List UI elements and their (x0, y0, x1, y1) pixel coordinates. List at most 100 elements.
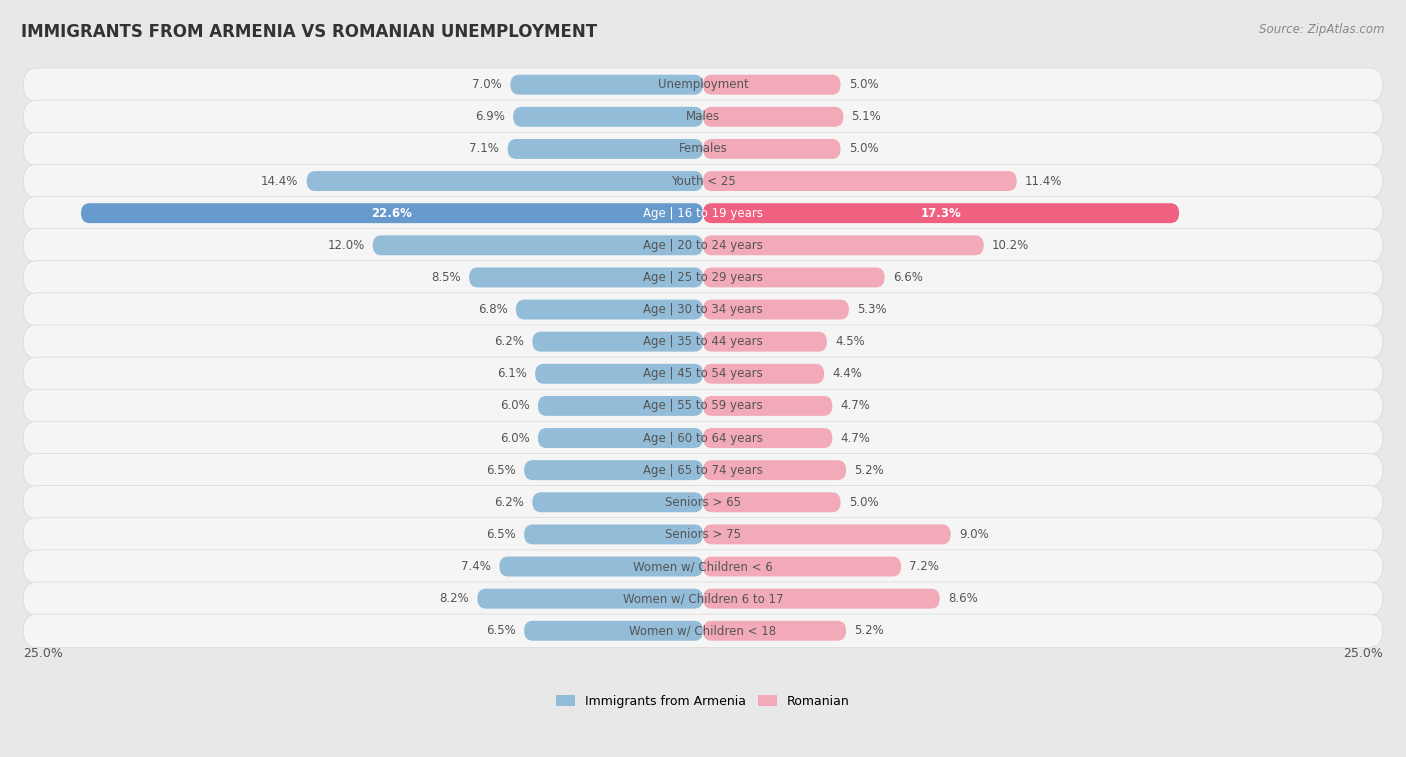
Text: Age | 16 to 19 years: Age | 16 to 19 years (643, 207, 763, 220)
FancyBboxPatch shape (703, 300, 849, 319)
Text: Seniors > 65: Seniors > 65 (665, 496, 741, 509)
FancyBboxPatch shape (24, 550, 1382, 583)
Text: Women w/ Children < 6: Women w/ Children < 6 (633, 560, 773, 573)
Text: 5.0%: 5.0% (849, 78, 879, 91)
FancyBboxPatch shape (24, 132, 1382, 166)
Text: 5.3%: 5.3% (858, 303, 887, 316)
FancyBboxPatch shape (524, 621, 703, 640)
Text: 5.2%: 5.2% (855, 463, 884, 477)
Text: 7.0%: 7.0% (472, 78, 502, 91)
FancyBboxPatch shape (703, 203, 1180, 223)
Text: 6.5%: 6.5% (486, 463, 516, 477)
FancyBboxPatch shape (24, 582, 1382, 615)
Text: 6.6%: 6.6% (893, 271, 922, 284)
Text: 14.4%: 14.4% (262, 175, 298, 188)
FancyBboxPatch shape (533, 492, 703, 512)
Text: 8.5%: 8.5% (432, 271, 461, 284)
FancyBboxPatch shape (703, 75, 841, 95)
FancyBboxPatch shape (703, 460, 846, 480)
Text: 5.2%: 5.2% (855, 625, 884, 637)
FancyBboxPatch shape (24, 518, 1382, 551)
Text: 25.0%: 25.0% (24, 647, 63, 660)
Text: 6.0%: 6.0% (501, 400, 530, 413)
Text: 7.1%: 7.1% (470, 142, 499, 155)
FancyBboxPatch shape (24, 453, 1382, 487)
Legend: Immigrants from Armenia, Romanian: Immigrants from Armenia, Romanian (551, 690, 855, 712)
FancyBboxPatch shape (703, 139, 841, 159)
Text: 7.2%: 7.2% (910, 560, 939, 573)
FancyBboxPatch shape (477, 589, 703, 609)
Text: 8.2%: 8.2% (439, 592, 470, 605)
Text: 4.5%: 4.5% (835, 335, 865, 348)
FancyBboxPatch shape (538, 428, 703, 448)
FancyBboxPatch shape (703, 589, 939, 609)
FancyBboxPatch shape (510, 75, 703, 95)
FancyBboxPatch shape (24, 389, 1382, 422)
FancyBboxPatch shape (703, 621, 846, 640)
FancyBboxPatch shape (703, 235, 984, 255)
Text: Age | 35 to 44 years: Age | 35 to 44 years (643, 335, 763, 348)
FancyBboxPatch shape (24, 164, 1382, 198)
Text: Age | 45 to 54 years: Age | 45 to 54 years (643, 367, 763, 380)
FancyBboxPatch shape (703, 525, 950, 544)
Text: 22.6%: 22.6% (371, 207, 412, 220)
Text: Age | 65 to 74 years: Age | 65 to 74 years (643, 463, 763, 477)
Text: Age | 25 to 29 years: Age | 25 to 29 years (643, 271, 763, 284)
Text: Women w/ Children < 18: Women w/ Children < 18 (630, 625, 776, 637)
FancyBboxPatch shape (703, 428, 832, 448)
Text: Males: Males (686, 111, 720, 123)
Text: 5.0%: 5.0% (849, 496, 879, 509)
Text: 6.5%: 6.5% (486, 528, 516, 541)
Text: 5.0%: 5.0% (849, 142, 879, 155)
FancyBboxPatch shape (470, 267, 703, 288)
FancyBboxPatch shape (508, 139, 703, 159)
FancyBboxPatch shape (703, 267, 884, 288)
FancyBboxPatch shape (703, 107, 844, 126)
Text: Youth < 25: Youth < 25 (671, 175, 735, 188)
FancyBboxPatch shape (24, 293, 1382, 326)
Text: 6.1%: 6.1% (496, 367, 527, 380)
Text: Age | 30 to 34 years: Age | 30 to 34 years (643, 303, 763, 316)
Text: 6.2%: 6.2% (495, 335, 524, 348)
FancyBboxPatch shape (703, 171, 1017, 191)
FancyBboxPatch shape (24, 325, 1382, 358)
FancyBboxPatch shape (533, 332, 703, 351)
Text: 11.4%: 11.4% (1025, 175, 1063, 188)
FancyBboxPatch shape (24, 260, 1382, 294)
Text: Unemployment: Unemployment (658, 78, 748, 91)
Text: 4.4%: 4.4% (832, 367, 862, 380)
Text: 7.4%: 7.4% (461, 560, 491, 573)
Text: Source: ZipAtlas.com: Source: ZipAtlas.com (1260, 23, 1385, 36)
Text: 25.0%: 25.0% (1343, 647, 1382, 660)
Text: 5.1%: 5.1% (852, 111, 882, 123)
Text: 8.6%: 8.6% (948, 592, 977, 605)
FancyBboxPatch shape (499, 556, 703, 577)
Text: 17.3%: 17.3% (921, 207, 962, 220)
FancyBboxPatch shape (703, 364, 824, 384)
Text: 12.0%: 12.0% (328, 238, 364, 252)
Text: 6.2%: 6.2% (495, 496, 524, 509)
Text: Age | 60 to 64 years: Age | 60 to 64 years (643, 431, 763, 444)
FancyBboxPatch shape (24, 614, 1382, 647)
FancyBboxPatch shape (373, 235, 703, 255)
FancyBboxPatch shape (24, 197, 1382, 230)
FancyBboxPatch shape (703, 492, 841, 512)
FancyBboxPatch shape (24, 422, 1382, 455)
Text: Seniors > 75: Seniors > 75 (665, 528, 741, 541)
Text: Age | 55 to 59 years: Age | 55 to 59 years (643, 400, 763, 413)
FancyBboxPatch shape (703, 556, 901, 577)
Text: 6.0%: 6.0% (501, 431, 530, 444)
Text: 10.2%: 10.2% (993, 238, 1029, 252)
Text: 4.7%: 4.7% (841, 400, 870, 413)
FancyBboxPatch shape (82, 203, 703, 223)
FancyBboxPatch shape (24, 485, 1382, 519)
FancyBboxPatch shape (24, 357, 1382, 391)
Text: 6.8%: 6.8% (478, 303, 508, 316)
FancyBboxPatch shape (516, 300, 703, 319)
FancyBboxPatch shape (703, 396, 832, 416)
FancyBboxPatch shape (703, 332, 827, 351)
FancyBboxPatch shape (24, 100, 1382, 133)
Text: Age | 20 to 24 years: Age | 20 to 24 years (643, 238, 763, 252)
FancyBboxPatch shape (307, 171, 703, 191)
FancyBboxPatch shape (24, 229, 1382, 262)
